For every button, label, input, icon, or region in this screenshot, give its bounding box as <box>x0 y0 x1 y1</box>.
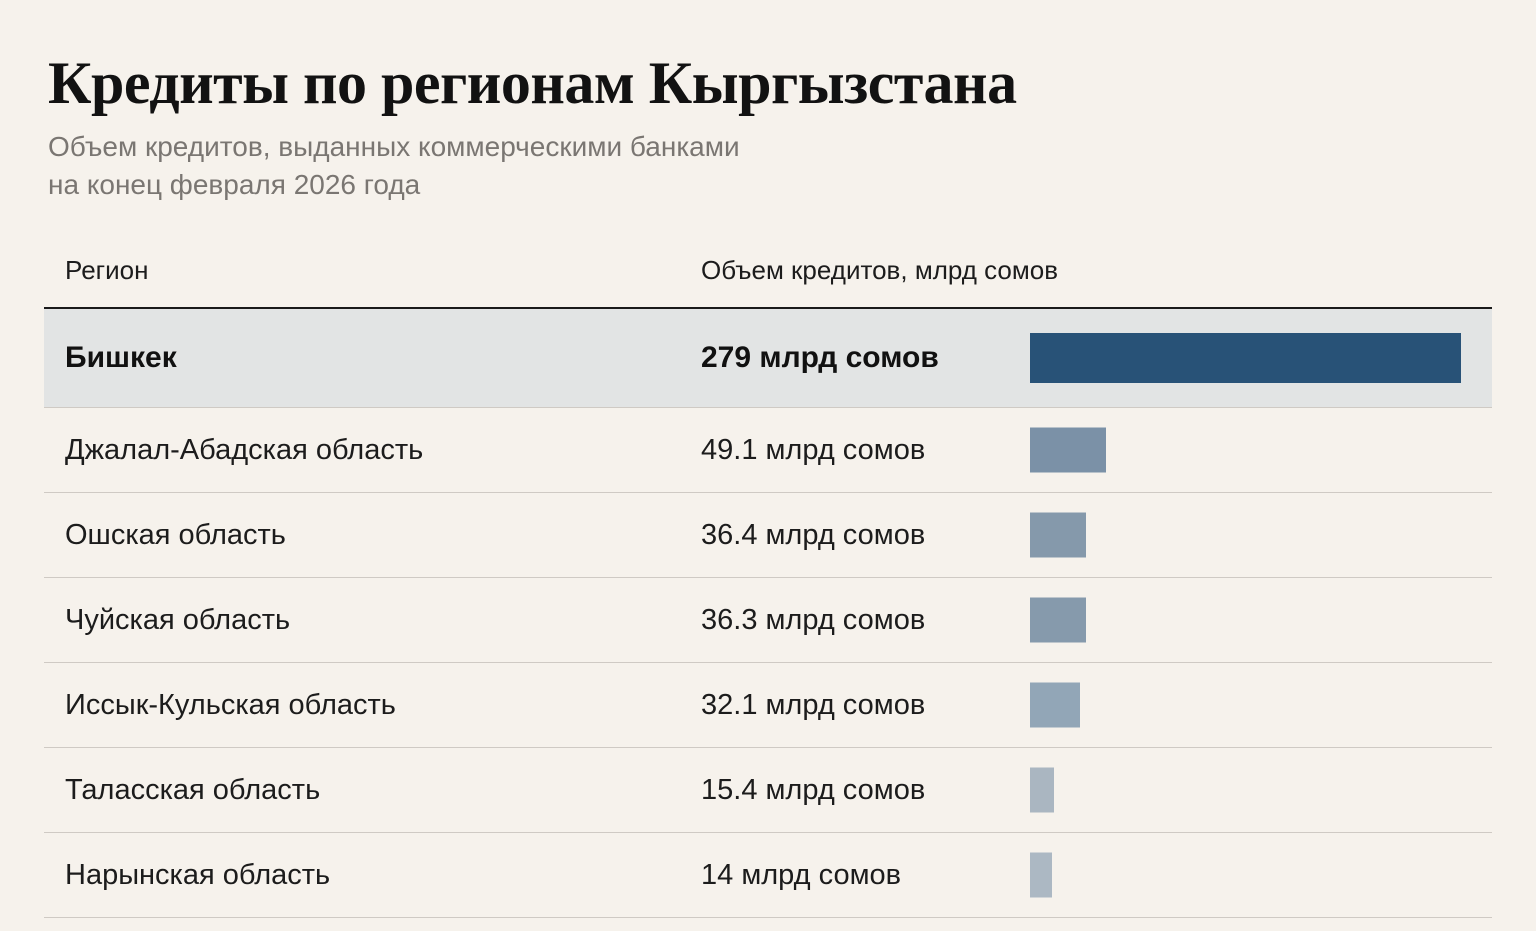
table-row: Таласская область 15.4 млрд сомов <box>44 748 1492 833</box>
header-divider <box>44 307 1492 309</box>
value-label: 15.4 млрд сомов <box>701 774 926 806</box>
region-label: Ошская область <box>65 519 286 551</box>
bar <box>1030 597 1086 643</box>
bar <box>1030 333 1461 383</box>
bar <box>1030 682 1080 728</box>
bar <box>1030 767 1054 813</box>
table-row: Иссык-Кульская область 32.1 млрд сомов <box>44 663 1492 748</box>
bar <box>1030 512 1086 558</box>
table-row: Ошская область 36.4 млрд сомов <box>44 493 1492 578</box>
region-label: Иссык-Кульская область <box>65 689 396 721</box>
table-row: Бишкек 279 млрд сомов <box>44 309 1492 408</box>
value-label: 14 млрд сомов <box>701 859 902 891</box>
subtitle-line-1: Объем кредитов, выданных коммерческими б… <box>48 131 740 162</box>
region-label: Бишкек <box>65 341 177 374</box>
value-label: 36.4 млрд сомов <box>701 519 926 551</box>
bar <box>1030 852 1052 898</box>
value-label: 49.1 млрд сомов <box>701 434 926 466</box>
value-label: 279 млрд сомов <box>701 341 939 374</box>
region-label: Джалал-Абадская область <box>65 434 424 466</box>
table-row: Джалал-Абадская область 49.1 млрд сомов <box>44 408 1492 493</box>
region-label: Таласская область <box>65 774 321 806</box>
column-header-value: Объем кредитов, млрд сомов <box>701 255 1059 285</box>
region-label: Чуйская область <box>65 604 291 636</box>
table-row: Чуйская область 36.3 млрд сомов <box>44 578 1492 663</box>
chart-subtitle: Объем кредитов, выданных коммерческими б… <box>48 128 740 204</box>
bar <box>1030 427 1106 473</box>
column-header-region: Регион <box>65 255 149 285</box>
table-row: Нарынская область 14 млрд сомов <box>44 833 1492 918</box>
value-label: 32.1 млрд сомов <box>701 689 926 721</box>
subtitle-line-2: на конец февраля 2026 года <box>48 169 421 200</box>
chart-title: Кредиты по регионам Кыргызстана <box>48 50 1017 116</box>
region-label: Нарынская область <box>65 859 331 891</box>
value-label: 36.3 млрд сомов <box>701 604 926 636</box>
